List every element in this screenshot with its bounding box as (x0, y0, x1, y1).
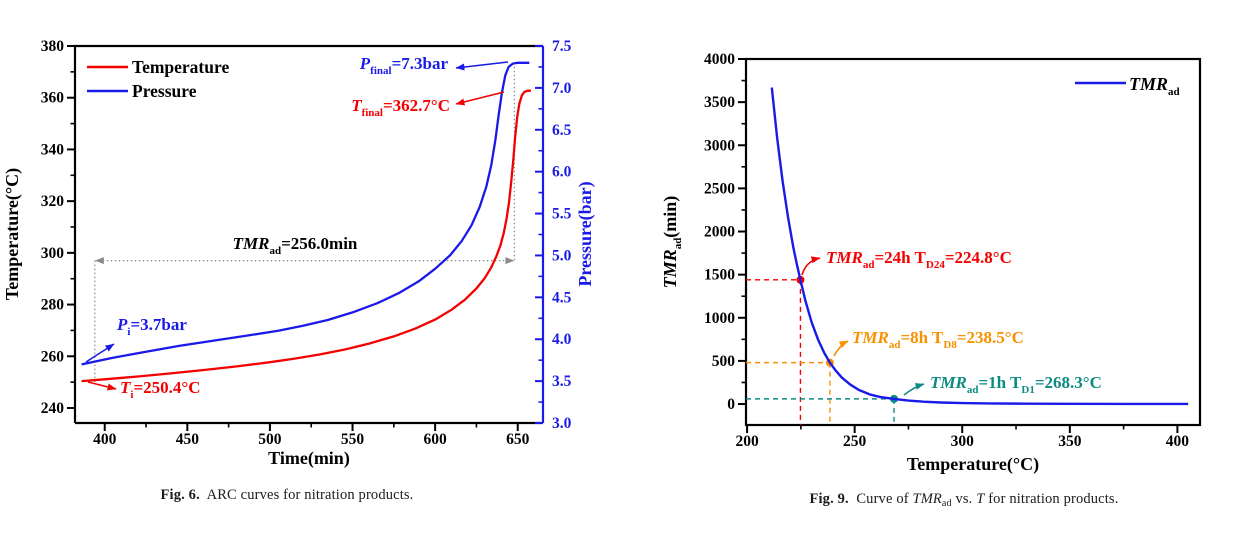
tick-label: 4.5 (552, 289, 572, 306)
tick-label: 200 (735, 433, 759, 450)
fig6-y-right-title: Pressure(bar) (575, 181, 596, 286)
tick-label: 3.5 (552, 373, 572, 390)
tick-label: 2500 (704, 180, 735, 197)
fig6-tmr-span-guides (94, 62, 516, 384)
fig9-x-axis-title: Temperature(°C) (907, 454, 1039, 475)
tick-label: 2000 (704, 224, 735, 241)
tick-label: 450 (176, 431, 200, 448)
fig6-annotation-p_i: Pi=3.7bar (116, 315, 187, 338)
tick-label: 1000 (704, 310, 735, 327)
fig6-legend-label: Pressure (132, 81, 197, 101)
fig6-pressure-axis: 3.0 3.5 4.0 4.5 5.0 5.5 6.0 6.5 7.0 7.5 (535, 38, 572, 432)
fig9-caption: Fig. 9. Curve of TMRad vs. T for nitrati… (809, 491, 1119, 509)
tick-label: 3000 (704, 137, 735, 154)
tick-label: 360 (41, 90, 65, 107)
tick-label: 320 (41, 193, 65, 210)
fig9-marked-point-2: TMRad=1h TD1=268.3°C (746, 373, 1102, 425)
tick-label: 350 (1058, 433, 1082, 450)
tick-label: 300 (41, 245, 65, 262)
tick-label: 400 (1166, 433, 1190, 450)
tick-label: 6.0 (552, 164, 572, 181)
fig9-tmr-vs-t-chart: 0 500 1000 1500 2000 2500 3000 3500 4000 TMRad(mi… (660, 51, 1202, 475)
tick-label: 280 (41, 297, 65, 314)
tick-label: 5.5 (552, 206, 572, 223)
fig9-point-label-0: TMRad=24h TD24=224.8°C (826, 248, 1012, 271)
fig6-annotation-t_final: Tfinal=362.7°C (351, 96, 450, 119)
tick-label: 7.5 (552, 38, 572, 55)
tick-label: 6.5 (552, 122, 572, 139)
fig6-time-axis: 400 450 500 550 600 650 (93, 423, 530, 448)
tick-label: 1500 (704, 267, 735, 284)
fig9-temperature-axis: 200 250 300 350 400 (735, 425, 1189, 450)
fig9-legend: TMRad (1075, 74, 1180, 98)
fig9-point-label-2: TMRad=1h TD1=268.3°C (930, 373, 1102, 396)
tick-label: 650 (506, 431, 530, 448)
fig9-marked-point-1: TMRad=8h TD8=238.5°C (746, 328, 1024, 425)
fig6-annotation-p_final: Pfinal=7.3bar (359, 54, 449, 77)
fig6-annotation-arrow-t_i (87, 381, 117, 391)
fig6-annotation-arrow-p_i (85, 343, 115, 363)
tick-label: 340 (41, 141, 65, 158)
fig6-legend-label: Temperature (132, 57, 229, 77)
fig6-x-axis-title: Time(min) (268, 448, 350, 469)
fig9-legend-label: TMRad (1129, 74, 1180, 98)
tick-label: 500 (258, 431, 282, 448)
tick-label: 3.0 (552, 415, 572, 432)
tick-label: 300 (951, 433, 975, 450)
tick-label: 600 (424, 431, 448, 448)
fig6-annotation-arrow-t_final (455, 91, 505, 106)
tick-label: 4.0 (552, 331, 572, 348)
fig9-tmr-curve (770, 87, 1189, 406)
tick-label: 4000 (704, 51, 735, 68)
fig6-annotation-t_i: Ti=250.4°C (120, 378, 200, 401)
tick-label: 250 (843, 433, 867, 450)
tick-label: 400 (93, 431, 117, 448)
tick-label: 0 (727, 396, 735, 413)
tick-label: 3500 (704, 94, 735, 111)
tick-label: 550 (341, 431, 365, 448)
fig9-marked-point-0: TMRad=24h TD24=224.8°C (746, 248, 1012, 425)
tick-label: 7.0 (552, 80, 572, 97)
fig9-axes-frame (744, 57, 1202, 427)
tick-label: 5.0 (552, 247, 572, 264)
fig6-legend: Temperature Pressure (87, 57, 229, 101)
tick-label: 260 (41, 348, 65, 365)
fig6-temperature-curve (81, 89, 531, 383)
tick-label: 240 (41, 400, 65, 417)
fig6-arc-curves-chart: 240 260 280 300 320 340 360 380 Temperature(°C) 3… (2, 38, 596, 469)
fig9-y-axis-title: TMRad(min) (660, 196, 684, 289)
tick-label: 500 (712, 353, 736, 370)
tick-label: 380 (41, 38, 65, 55)
fig6-temperature-axis: 240 260 280 300 320 340 360 380 (41, 38, 75, 417)
fig6-annotation-tmr-span: TMRad=256.0min (233, 234, 358, 257)
fig6-annotation-arrow-p_final (455, 61, 509, 71)
fig9-tmr-axis: 0 500 1000 1500 2000 2500 3000 3500 4000 (704, 51, 746, 413)
fig9-point-label-1: TMRad=8h TD8=238.5°C (852, 328, 1024, 351)
fig6-y-left-title: Temperature(°C) (2, 168, 23, 300)
fig6-caption: Fig. 6. ARC curves for nitration product… (160, 487, 414, 503)
fig6-pressure-curve (81, 61, 530, 366)
